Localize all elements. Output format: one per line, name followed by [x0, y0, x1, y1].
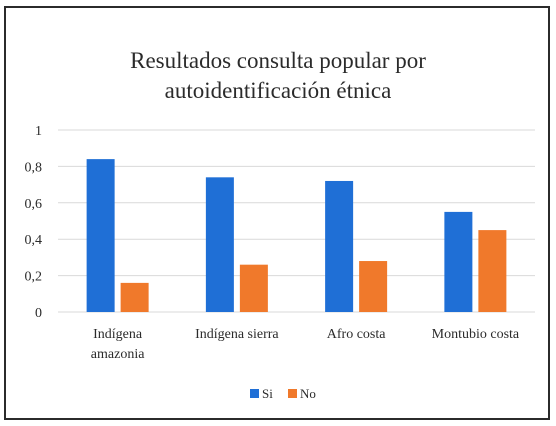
x-category-label: Afro costa [327, 327, 386, 342]
x-category-label: Indígena [93, 327, 143, 342]
legend-swatch-si [250, 389, 259, 398]
bar-no [120, 282, 149, 312]
legend-label-si: Si [262, 386, 273, 401]
y-tick-label: 0,2 [25, 270, 43, 285]
y-tick-label: 0 [35, 306, 42, 321]
chart-title-line: Resultados consulta popular por [130, 48, 426, 73]
y-tick-label: 0,8 [25, 160, 43, 175]
bar-si [444, 211, 473, 312]
legend-label-no: No [300, 386, 316, 401]
y-tick-label: 0,6 [25, 197, 43, 212]
bar-no [239, 264, 268, 312]
legend-swatch-no [288, 389, 297, 398]
bar-no [359, 261, 388, 312]
bars [86, 159, 507, 312]
x-category-label: amazonia [91, 347, 145, 362]
x-category-label: Indígena sierra [195, 327, 279, 342]
y-tick-label: 1 [35, 124, 42, 139]
bar-si [325, 180, 354, 312]
bar-no [478, 230, 507, 312]
chart-title: Resultados consulta popular por autoident… [130, 48, 426, 103]
bar-si [86, 159, 115, 312]
chart-title-line: autoidentificación étnica [165, 78, 392, 103]
y-axis-ticks: 0 0,2 0,4 0,6 0,8 1 [25, 124, 43, 321]
legend: Si No [250, 386, 316, 401]
bar-si [205, 177, 234, 312]
y-tick-label: 0,4 [25, 233, 43, 248]
x-axis-categories: Indígena amazonia Indígena sierra Afro cost… [91, 327, 520, 362]
x-category-label: Montubio costa [432, 327, 520, 342]
